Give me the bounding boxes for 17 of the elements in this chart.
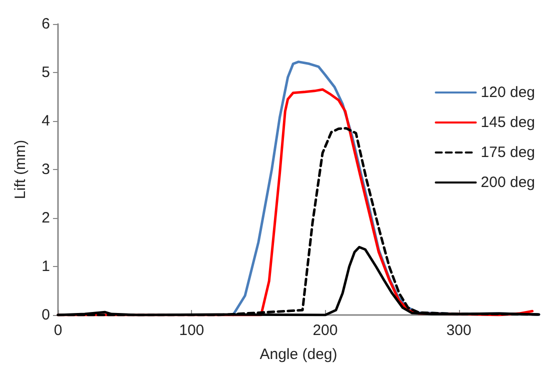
y-axis-title: Lift (mm) xyxy=(12,140,29,200)
y-tick-label: 6 xyxy=(42,16,50,32)
x-tick-label: 0 xyxy=(54,322,62,339)
y-tick-label: 5 xyxy=(42,64,50,81)
x-axis-title: Angle (deg) xyxy=(260,346,338,363)
y-tick-label: 0 xyxy=(42,306,50,324)
y-tick-label: 3 xyxy=(42,161,50,178)
y-tick-label: 2 xyxy=(42,210,50,226)
y-tick-label: 1 xyxy=(42,258,50,275)
legend-label: 145 deg xyxy=(480,114,536,131)
legend-label: 200 deg xyxy=(480,174,536,191)
x-tick-label: 200 xyxy=(312,322,338,339)
y-tick-label: 4 xyxy=(42,112,50,130)
x-tick-label: 100 xyxy=(179,322,204,339)
legend-label: 175 deg xyxy=(480,144,536,161)
legend-label: 120 deg xyxy=(480,84,536,101)
x-tick-label: 300 xyxy=(446,322,472,339)
